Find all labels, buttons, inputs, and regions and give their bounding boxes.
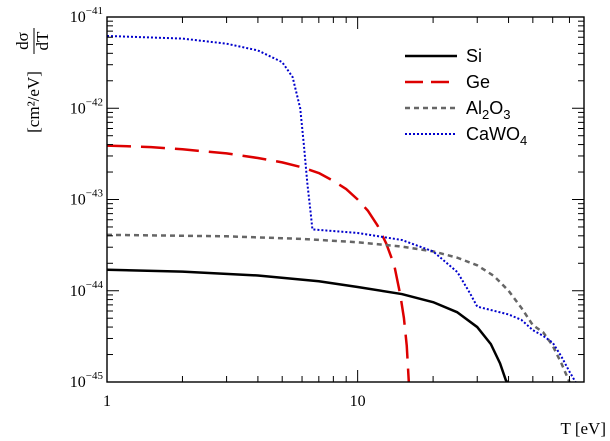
- y-tick-label-exponent: −43: [86, 188, 104, 200]
- y-tick-label: 10−41: [70, 5, 103, 26]
- y-tick-label-base: 10: [70, 283, 86, 300]
- y-tick-label-base: 10: [70, 192, 86, 209]
- legend-label-text: Si: [466, 46, 482, 66]
- series-line-si: [107, 268, 509, 382]
- y-tick-label: 10−42: [70, 96, 103, 117]
- x-tick-label: 10: [350, 393, 366, 410]
- legend-label-subscript: 2: [482, 107, 489, 122]
- y-tick-label-exponent: −41: [86, 5, 103, 17]
- series-layer: [107, 34, 577, 382]
- legend-label-text: Ge: [466, 72, 490, 92]
- legend-label-si: Si: [466, 46, 482, 66]
- ticks-layer: [106, 16, 585, 383]
- y-tick-label-base: 10: [70, 374, 86, 391]
- y-tick-label: 10−43: [70, 188, 104, 209]
- legend-label-ge: Ge: [466, 72, 490, 92]
- y-tick-label-exponent: −42: [86, 96, 103, 108]
- legend-label-text: O: [489, 98, 503, 118]
- y-axis-title-denominator: dT: [33, 31, 52, 51]
- legend-label-al2o3: Al2O3: [466, 98, 511, 122]
- x-tick-label: 1: [103, 393, 111, 410]
- y-tick-label-exponent: −44: [86, 279, 104, 291]
- series-line-al2o3: [107, 233, 571, 382]
- plot-frame: [106, 16, 585, 383]
- series-line-ge: [107, 144, 411, 382]
- y-tick-label-base: 10: [70, 100, 86, 117]
- legend-label-subscript: 3: [503, 107, 510, 122]
- y-tick-label: 10−45: [70, 370, 104, 391]
- y-tick-label: 10−44: [70, 279, 104, 300]
- legend-label-cawo4: CaWO4: [466, 124, 527, 148]
- y-tick-label-exponent: −45: [86, 370, 104, 382]
- legend-label-subscript: 4: [520, 133, 527, 148]
- legend-label-text: CaWO: [466, 124, 520, 144]
- y-axis-title-numerator: dσ: [13, 32, 32, 50]
- y-axis-title: dσ dT [cm²/eV]: [13, 28, 52, 133]
- y-axis-title-unit: [cm²/eV]: [24, 71, 43, 133]
- legend-label-text: Al: [466, 98, 482, 118]
- x-axis-title: T [eV]: [561, 419, 606, 438]
- y-tick-label-base: 10: [70, 9, 86, 26]
- series-line-cawo4: [107, 34, 577, 382]
